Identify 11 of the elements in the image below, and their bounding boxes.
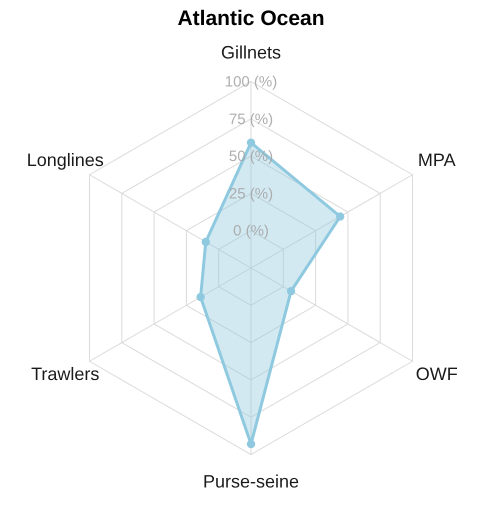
chart-title: Atlantic Ocean (177, 7, 325, 30)
y-tick-label: 75 (%) (228, 110, 274, 128)
spoke-label: OWF (416, 364, 458, 384)
y-tick-label: 0 (%) (233, 222, 269, 240)
spoke-label: Trawlers (31, 364, 100, 384)
spoke-label: Purse-seine (202, 471, 300, 492)
spoke-label: Longlines (26, 150, 104, 170)
spoke-label: Gillnets (220, 42, 282, 63)
y-tick-label: 25 (%) (228, 185, 274, 202)
y-tick-label: 100 (%) (224, 73, 278, 90)
spoke-label: MPA (418, 150, 456, 170)
